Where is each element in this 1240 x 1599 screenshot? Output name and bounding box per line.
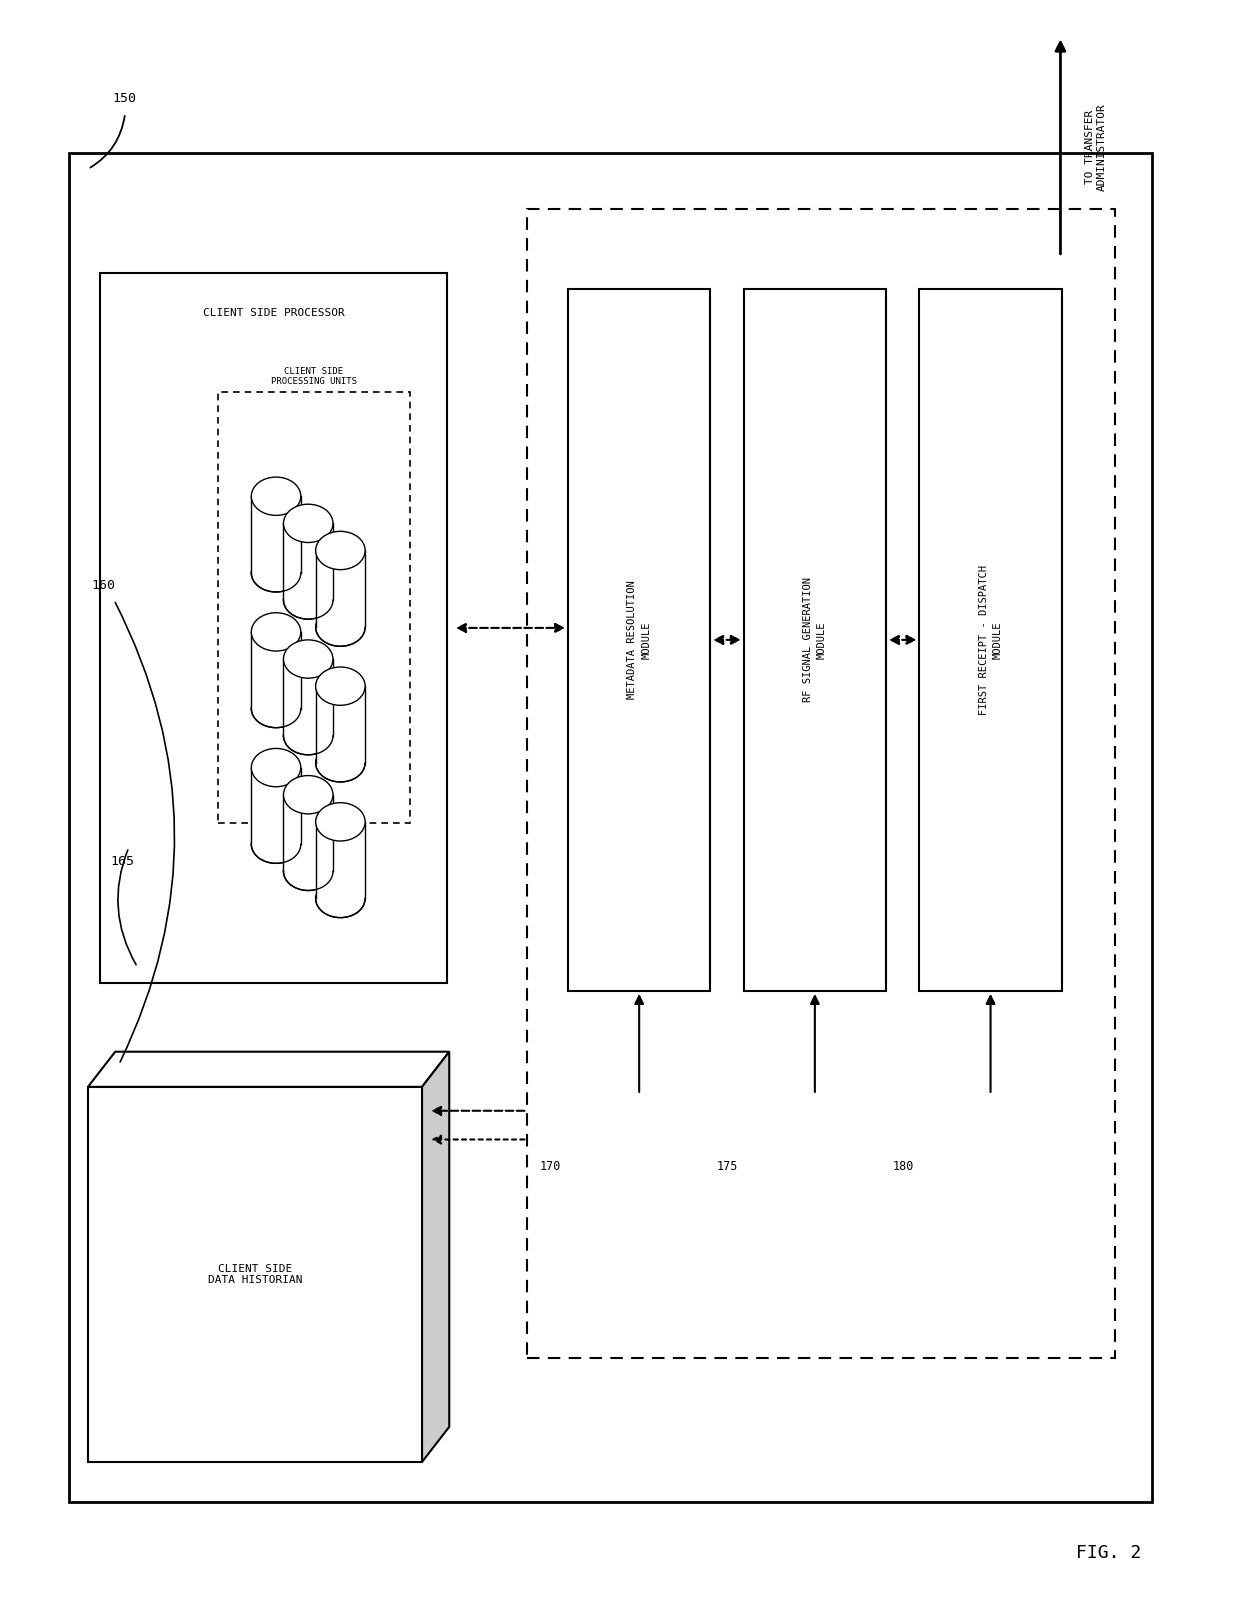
Polygon shape xyxy=(422,1052,449,1461)
Bar xyxy=(919,289,1061,991)
Ellipse shape xyxy=(284,716,334,755)
Ellipse shape xyxy=(316,803,365,841)
Polygon shape xyxy=(88,1052,449,1087)
Ellipse shape xyxy=(252,612,301,651)
Bar xyxy=(744,289,887,991)
Ellipse shape xyxy=(284,640,334,678)
Bar xyxy=(218,392,409,823)
Bar xyxy=(316,822,365,899)
Text: CLIENT SIDE
PROCESSING UNITS: CLIENT SIDE PROCESSING UNITS xyxy=(270,366,357,385)
Text: FIRST RECEIPT - DISPATCH
MODULE: FIRST RECEIPT - DISPATCH MODULE xyxy=(978,564,1003,715)
Ellipse shape xyxy=(316,608,365,646)
Text: 160: 160 xyxy=(92,579,115,592)
Bar xyxy=(88,1087,422,1461)
Ellipse shape xyxy=(252,477,301,515)
Bar xyxy=(527,209,1115,1358)
Text: CLIENT SIDE PROCESSOR: CLIENT SIDE PROCESSOR xyxy=(202,309,345,318)
Text: 165: 165 xyxy=(110,855,134,868)
Text: CLIENT SIDE
DATA HISTORIAN: CLIENT SIDE DATA HISTORIAN xyxy=(208,1263,303,1286)
Text: TO TRANSFER
ADMINISTRATOR: TO TRANSFER ADMINISTRATOR xyxy=(1085,102,1107,190)
Ellipse shape xyxy=(252,553,301,592)
Text: 180: 180 xyxy=(893,1161,914,1174)
Ellipse shape xyxy=(316,879,365,918)
Text: FIG. 2: FIG. 2 xyxy=(1076,1545,1141,1562)
Text: RF SIGNAL GENERATION
MODULE: RF SIGNAL GENERATION MODULE xyxy=(802,577,827,702)
Bar xyxy=(252,632,301,708)
Ellipse shape xyxy=(252,748,301,787)
Bar xyxy=(284,523,334,600)
Bar xyxy=(568,289,711,991)
Ellipse shape xyxy=(284,504,334,542)
Ellipse shape xyxy=(316,744,365,782)
Ellipse shape xyxy=(316,667,365,705)
Ellipse shape xyxy=(316,531,365,569)
Text: 175: 175 xyxy=(717,1161,738,1174)
Bar xyxy=(252,768,301,844)
Bar xyxy=(316,550,365,627)
Text: 170: 170 xyxy=(539,1161,560,1174)
Ellipse shape xyxy=(252,825,301,863)
Bar xyxy=(69,154,1152,1501)
Bar xyxy=(316,686,365,763)
Ellipse shape xyxy=(284,852,334,891)
Bar xyxy=(284,795,334,871)
Ellipse shape xyxy=(284,580,334,619)
Bar xyxy=(284,659,334,736)
Text: METADATA RESOLUTION
MODULE: METADATA RESOLUTION MODULE xyxy=(627,580,651,699)
Text: 150: 150 xyxy=(113,93,136,106)
Bar xyxy=(100,273,446,983)
Bar xyxy=(252,496,301,572)
Ellipse shape xyxy=(252,689,301,728)
Ellipse shape xyxy=(284,776,334,814)
